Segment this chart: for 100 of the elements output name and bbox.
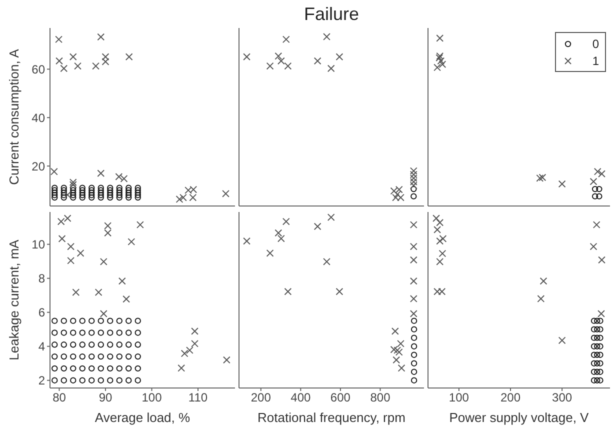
point	[436, 54, 444, 62]
point	[180, 350, 188, 358]
point	[116, 187, 122, 194]
point	[594, 326, 600, 332]
point	[126, 318, 132, 324]
point	[597, 343, 604, 350]
point	[60, 187, 67, 194]
point	[594, 168, 602, 176]
point	[597, 368, 604, 375]
point	[434, 64, 441, 72]
point	[88, 330, 95, 336]
point	[60, 377, 67, 384]
point	[590, 318, 598, 324]
point	[410, 277, 418, 285]
point	[274, 52, 282, 60]
point	[88, 318, 95, 324]
point	[56, 57, 63, 65]
point	[70, 377, 76, 384]
point	[67, 256, 75, 264]
y-tick-label: 10	[32, 238, 46, 252]
point	[58, 235, 66, 242]
point	[116, 318, 122, 324]
point	[266, 62, 274, 70]
point	[540, 277, 548, 285]
point	[222, 356, 230, 364]
point	[126, 353, 132, 360]
point	[97, 33, 105, 41]
point	[60, 342, 67, 348]
point	[314, 57, 322, 65]
point	[70, 330, 76, 336]
point	[222, 190, 230, 198]
point	[70, 353, 76, 360]
x-axis-title: Rotational frequency, rpm	[258, 410, 406, 425]
x-axis-title: Power supply voltage, V	[449, 410, 590, 425]
point	[70, 365, 76, 372]
point	[52, 184, 58, 191]
point	[436, 218, 444, 226]
point	[536, 174, 544, 182]
point	[52, 342, 58, 348]
point	[537, 295, 545, 302]
point	[410, 242, 418, 250]
point	[107, 342, 114, 348]
point	[52, 194, 58, 201]
legend-label: 1	[592, 54, 599, 68]
point	[64, 191, 72, 199]
point	[282, 218, 290, 226]
point	[394, 190, 402, 198]
point	[64, 214, 72, 222]
point	[79, 342, 86, 348]
y-tick-label: 60	[32, 62, 46, 76]
point	[336, 53, 344, 61]
point	[116, 377, 122, 384]
point	[60, 190, 67, 196]
point	[79, 187, 86, 194]
point	[186, 346, 194, 354]
point	[410, 343, 418, 350]
point	[594, 360, 600, 366]
point	[128, 238, 136, 246]
point	[597, 360, 604, 366]
point	[282, 36, 290, 44]
point	[52, 190, 58, 196]
point	[437, 57, 445, 65]
point	[88, 342, 95, 348]
point	[118, 277, 126, 285]
point	[107, 365, 114, 372]
point	[597, 377, 604, 384]
point	[538, 174, 546, 182]
point	[102, 53, 110, 61]
point	[107, 192, 114, 198]
point	[88, 353, 95, 360]
point	[107, 330, 114, 336]
point	[104, 222, 112, 230]
point	[590, 360, 598, 366]
x-tick-label: 90	[98, 390, 112, 405]
point	[439, 235, 447, 242]
point	[72, 288, 80, 296]
point	[436, 34, 444, 42]
point	[597, 326, 604, 332]
point	[79, 353, 86, 360]
point	[274, 229, 282, 237]
point	[122, 295, 130, 303]
point	[104, 229, 112, 237]
point	[107, 190, 114, 196]
point	[116, 190, 122, 196]
point	[60, 64, 68, 72]
point	[323, 33, 330, 40]
point	[592, 186, 598, 192]
point	[410, 186, 417, 192]
point	[558, 336, 566, 344]
point	[88, 377, 95, 384]
point	[107, 184, 114, 191]
point	[243, 237, 250, 245]
point	[70, 194, 76, 201]
point	[126, 184, 132, 191]
point	[107, 353, 114, 360]
point	[266, 249, 274, 257]
point	[88, 184, 95, 191]
point	[410, 326, 418, 332]
point	[284, 62, 292, 70]
point	[98, 192, 104, 198]
